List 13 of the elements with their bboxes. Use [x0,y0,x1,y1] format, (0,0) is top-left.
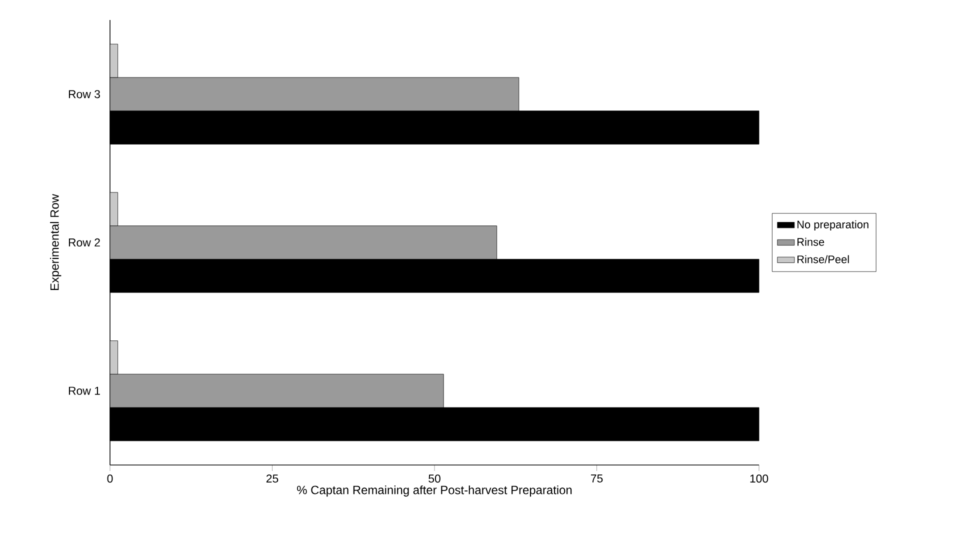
legend-label: Rinse/Peel [798,255,849,264]
x-tick-label: 50 [428,474,440,483]
legend-label: Rinse [798,238,824,246]
x-tick-label: 0 [107,474,113,483]
y-tick-label: Row 1 [68,386,100,395]
x-tick-label: 75 [590,474,603,482]
y-tick-label: Row 3 [68,90,100,98]
x-tick-label: 100 [750,474,768,483]
x-axis-title: % Captan Remaining after Post-harvest Preparation [297,485,572,497]
y-axis-title: Experimental Row [50,194,62,290]
legend-label: No preparation [798,220,868,231]
x-tick-label: 25 [266,474,278,483]
y-tick-label: Row 2 [68,238,100,247]
